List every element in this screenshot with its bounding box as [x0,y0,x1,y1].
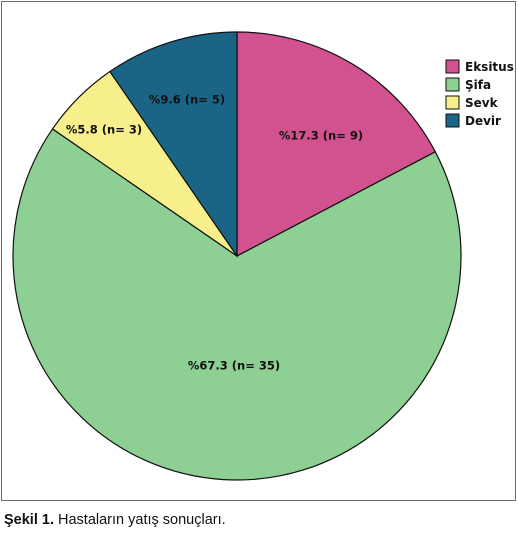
caption-text: Hastaların yatış sonuçları. [58,512,226,528]
legend: Eksitus Şifa Sevk Devir [445,59,514,128]
legend-swatch-sevk [445,95,460,110]
pie-chart: %17.3 (n= 9) %67.3 (n= 35) %5.8 (n= 3) %9.6… [12,31,514,481]
pie-slice-eksitus [236,31,437,257]
pie-slice-şifa [12,128,462,481]
slice-label-sevk: %5.8 (n= 3) [66,123,142,137]
pie-slice-devir [109,31,238,258]
caption-prefix: Şekil 1. [4,512,54,528]
slice-label-şifa: %67.3 (n= 35) [188,359,280,373]
legend-swatch-devir [445,113,460,128]
legend-swatch-eksitus [445,59,460,74]
slice-label-eksitus: %17.3 (n= 9) [279,129,363,143]
legend-label-eksitus: Eksitus [465,60,514,74]
figure-caption: Şekil 1. Hastaların yatış sonuçları. [4,512,226,528]
pie-slices [12,31,462,481]
slice-labels: %17.3 (n= 9) %67.3 (n= 35) %5.8 (n= 3) %9.6… [66,93,363,373]
legend-label-sevk: Sevk [465,96,499,110]
slice-label-devir: %9.6 (n= 5) [149,93,225,107]
figure-frame: %17.3 (n= 9) %67.3 (n= 35) %5.8 (n= 3) %9.6… [1,1,516,501]
legend-swatch-şifa [445,77,460,92]
legend-label-şifa: Şifa [465,78,491,92]
legend-label-devir: Devir [465,114,501,128]
